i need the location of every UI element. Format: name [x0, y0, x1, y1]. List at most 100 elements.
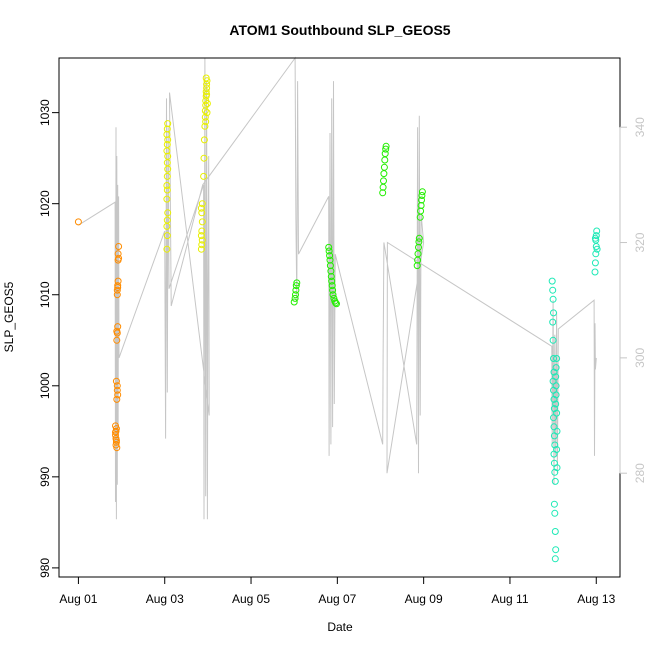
- data-point: [292, 282, 300, 290]
- data-point: [202, 88, 210, 96]
- data-point: [113, 336, 121, 344]
- data-point: [113, 327, 121, 335]
- data-point: [114, 277, 122, 285]
- data-point: [114, 250, 122, 258]
- data-point: [328, 277, 336, 285]
- data-point: [293, 279, 301, 287]
- data-point: [201, 122, 209, 130]
- data-point: [548, 277, 556, 285]
- data-point: [203, 90, 211, 98]
- x-tick-label: Aug 13: [577, 592, 615, 606]
- data-point: [551, 441, 559, 449]
- data-point: [549, 336, 557, 344]
- data-point: [164, 209, 172, 217]
- data-point: [198, 200, 206, 208]
- y-tick-label: 990: [38, 467, 52, 487]
- x-tick-label: Aug 03: [146, 592, 184, 606]
- y-tick-label: 980: [38, 558, 52, 578]
- data-point: [163, 186, 171, 194]
- y2-tick-label: 300: [633, 348, 647, 368]
- data-point: [203, 77, 211, 85]
- data-point: [200, 172, 208, 180]
- data-point: [197, 245, 205, 253]
- data-point: [115, 243, 123, 250]
- data-point: [198, 209, 206, 217]
- y-tick-label: 1030: [38, 99, 52, 126]
- data-point: [552, 400, 560, 408]
- data-point: [290, 298, 298, 306]
- y2-tick-label: 280: [633, 463, 647, 483]
- data-point: [203, 100, 211, 107]
- data-point: [113, 291, 121, 299]
- data-point: [203, 109, 211, 117]
- data-point: [163, 232, 171, 240]
- data-point: [418, 192, 426, 199]
- data-point: [553, 409, 561, 417]
- data-point: [549, 318, 557, 326]
- data-point: [329, 286, 337, 294]
- data-point: [113, 395, 121, 403]
- x-tick-label: Aug 09: [405, 592, 443, 606]
- y2-tick-label: 340: [633, 117, 647, 137]
- data-point: [163, 216, 171, 224]
- data-point: [200, 154, 208, 162]
- data-point: [112, 428, 119, 436]
- data-point: [415, 238, 423, 246]
- data-point: [164, 120, 172, 128]
- data-point: [553, 446, 561, 453]
- data-point: [418, 188, 426, 196]
- data-point: [553, 464, 561, 472]
- data-point: [552, 364, 560, 372]
- data-point: [325, 247, 333, 255]
- data-point: [112, 436, 120, 444]
- data-point: [202, 118, 210, 126]
- data-point: [553, 355, 561, 362]
- data-point: [292, 291, 299, 299]
- data-point: [591, 268, 599, 276]
- data-point: [593, 227, 601, 235]
- data-point: [551, 555, 559, 563]
- data-point: [113, 444, 121, 452]
- data-point: [202, 74, 210, 82]
- x-axis: Aug 01 Aug 03 Aug 05 Aug 07 Aug 09 Aug 11 Aug …: [59, 576, 616, 606]
- data-point: [326, 252, 334, 260]
- data-point: [325, 243, 333, 251]
- chart-title: ATOM1 Southbound SLP_GEOS5: [229, 22, 450, 38]
- y-tick-label: 1020: [38, 190, 52, 217]
- y2-axis: 280 300 320 340: [619, 117, 647, 483]
- data-point: [552, 382, 560, 390]
- data-point: [198, 236, 206, 244]
- points-layer: [74, 74, 601, 563]
- data-point: [112, 377, 120, 385]
- data-point: [380, 177, 387, 185]
- data-point: [113, 386, 121, 394]
- data-point: [197, 232, 205, 240]
- data-point: [163, 182, 171, 189]
- data-point: [550, 500, 558, 508]
- data-point: [113, 382, 121, 390]
- data-point: [74, 218, 82, 226]
- data-point: [200, 136, 208, 144]
- data-point: [202, 101, 210, 109]
- data-point: [113, 286, 121, 294]
- data-point: [549, 286, 557, 294]
- x-tick-label: Aug 05: [232, 592, 270, 606]
- y2-tick-label: 320: [633, 232, 647, 252]
- data-point: [163, 172, 171, 180]
- data-point: [292, 286, 300, 294]
- data-point: [550, 395, 558, 403]
- trace-line: [78, 56, 597, 520]
- data-point: [553, 427, 561, 435]
- data-point: [381, 150, 389, 158]
- x-tick-label: Aug 07: [318, 592, 356, 606]
- x-tick-label: Aug 01: [59, 592, 97, 606]
- data-point: [552, 546, 560, 554]
- data-point: [551, 477, 559, 485]
- data-point: [591, 259, 599, 267]
- data-point: [115, 254, 123, 262]
- data-point: [163, 195, 171, 203]
- data-point: [591, 234, 599, 242]
- data-point: [163, 141, 171, 148]
